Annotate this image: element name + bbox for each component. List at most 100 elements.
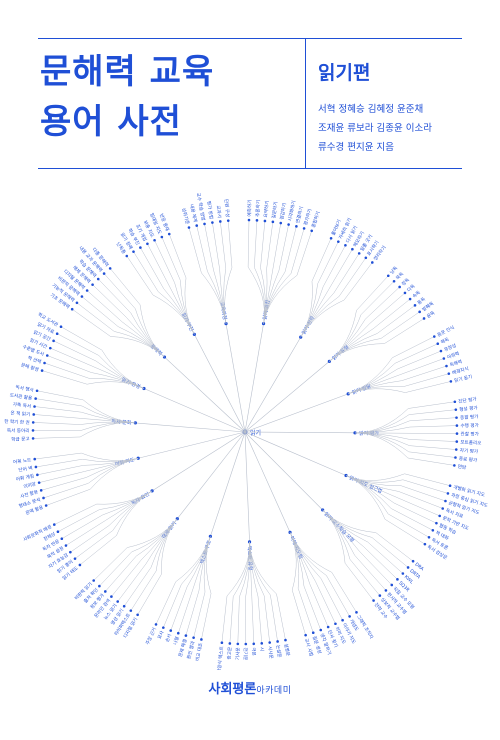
leaf-label: 해독 [440,336,451,346]
leaf-label: 서사문 [266,646,274,659]
leaf-node [160,235,164,239]
leaf-connector [300,262,373,338]
leaf-connector [34,452,139,461]
leaf-label: 읽기 동기 [454,373,474,384]
leaf-connector [147,243,195,335]
leaf-connector [354,432,455,466]
leaf-label: 독서 행사 [15,383,35,394]
leaf-node [396,578,399,581]
leaf-node [455,416,458,419]
leaf-node [211,221,214,224]
leaf-node [422,317,426,320]
leaf-label: 극본 [250,647,256,656]
leaf-node [31,429,35,432]
leaf-connector [289,532,357,613]
leaf-node [344,243,347,247]
leaf-node [219,220,222,223]
author-line-1: 서혁 정혜승 김혜정 윤준채 [318,104,424,115]
book-title: 문해력 교육 용어 사전 [40,47,214,147]
branch-connector [244,431,347,476]
leaf-node [279,221,283,225]
leaf-label: 문제 해결 [177,638,189,658]
leaf-node [436,342,440,346]
leaf-label: KWL [403,574,415,585]
leaf-label: 유창성 [443,342,457,353]
leaf-node [371,261,374,264]
leaf-node [176,631,180,635]
top-rule [38,38,462,39]
branch-connector [135,422,246,433]
leaf-node [398,285,401,289]
leaf-node [187,226,191,229]
leaf-connector [39,458,139,483]
leaf-node [44,504,48,507]
leaf-connector [103,273,165,358]
leaf-node [200,638,203,641]
branch-connector [194,334,246,433]
leaf-node [284,638,287,642]
leaf-node [146,242,149,246]
leaf-label: 점검하기 [278,202,288,220]
leaf-node [355,611,358,614]
leaf-label: 주장 근거 [144,626,158,646]
leaf-node [108,267,112,270]
leaf-label: 질문하기 [270,201,279,219]
leaf-connector [322,509,374,601]
leaf-label: 포트폴리오 [460,439,481,447]
leaf-node [411,559,415,563]
leaf-node [195,224,199,227]
leaf-node [454,456,457,459]
book-title-line-2: 용어 사전 [40,102,182,142]
leaf-label: 전기문 [242,647,249,660]
branch-connector [210,431,246,537]
leaf-node [70,307,74,311]
leaf-label: DRA [414,562,426,573]
leaf-node [69,550,72,554]
leaf-label: 연결하기 [294,206,305,224]
leaf-node [252,642,256,646]
leaf-node [116,600,119,603]
leaf-connector [300,249,353,338]
leaf-node [73,557,77,560]
leaf-label: 순서 [164,633,174,643]
leaf-node [59,325,63,328]
leaf-node [184,634,188,637]
leaf-connector [249,541,278,642]
leaf-node [35,389,39,393]
leaf-connector [224,220,233,324]
leaf-connector [54,490,153,525]
leaf-label: 성취기준 [180,207,191,225]
leaf-node [260,642,264,645]
leaf-label: 어휘 게임 [15,472,34,483]
leaf-node [329,236,333,240]
leaf-node [348,615,351,618]
branch-connector [244,323,264,433]
leaf-node [103,590,107,593]
leaf-node [129,609,133,612]
leaf-node [447,372,451,375]
leaf-node [310,229,314,233]
publisher-logo: 사회평론아카데미 [0,678,500,697]
leaf-node [372,599,375,602]
leaf-node [427,536,431,539]
branch-node [208,534,212,539]
leaf-label: 사전 활용 [19,488,39,500]
leaf-label: 온 책 읽기 [10,409,30,418]
leaf-label: 평가 방법 [205,200,215,219]
branch-connector [143,388,246,433]
branch-connector [244,431,323,511]
leaf-node [43,361,46,365]
leaf-connector [37,390,136,424]
leaf-label: 추론하기 [254,200,262,217]
leaf-node [454,408,458,411]
leaf-node [337,240,340,243]
leaf-node [56,530,60,534]
leaf-node [203,222,206,226]
leaf-connector [289,532,306,636]
leaf-node [154,623,158,626]
leaf-node [384,589,388,592]
leaf-node [102,272,106,275]
leaf-label: 음운 인식 [436,324,456,339]
leaf-label: 관찰 평가 [460,430,479,437]
leaf-label: 나열 [171,636,180,646]
